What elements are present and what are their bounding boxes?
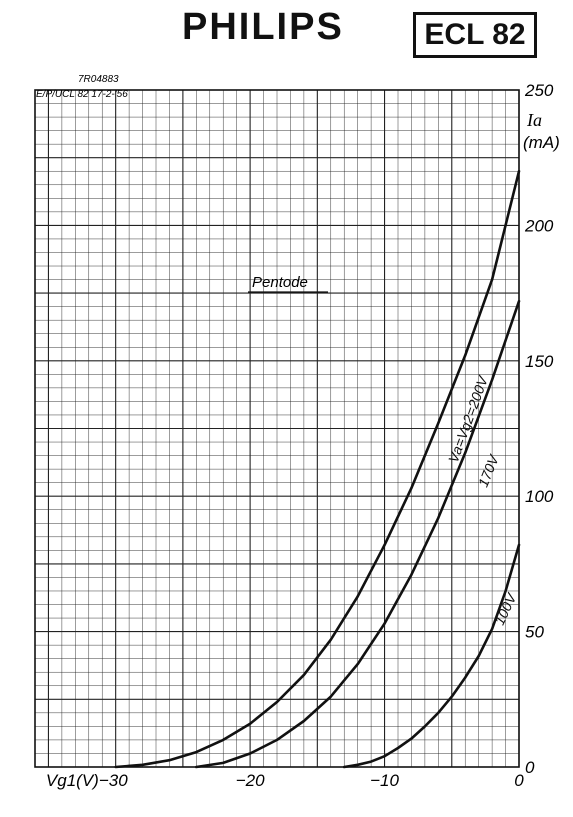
plot-frame bbox=[34, 89, 520, 768]
y-tick-label: 200 bbox=[524, 216, 554, 235]
x-tick-label: Vg1(V)−30 bbox=[46, 771, 128, 790]
x-tick-label: −20 bbox=[236, 771, 265, 790]
brand-logo: PHILIPS bbox=[182, 6, 344, 48]
y-axis-label: Ia bbox=[526, 110, 542, 130]
y-tick-label: 50 bbox=[525, 623, 544, 642]
y-tick-label: 250 bbox=[524, 81, 554, 100]
chart-title: Pentode bbox=[252, 274, 308, 291]
x-tick-label: −10 bbox=[370, 771, 399, 790]
drawing-ref-number: 7R04883 bbox=[78, 74, 119, 85]
curves bbox=[114, 169, 521, 769]
y-tick-label: 0 bbox=[525, 758, 535, 777]
chart-grid bbox=[34, 89, 520, 768]
tube-type-box: ECL 82 bbox=[413, 12, 537, 58]
x-tick-label: 0 bbox=[514, 771, 524, 790]
series-label: 100V bbox=[491, 590, 520, 628]
y-tick-label: 150 bbox=[525, 352, 554, 371]
y-axis-unit: (mA) bbox=[523, 133, 560, 152]
tube-type-label: ECL 82 bbox=[424, 18, 526, 51]
curve-series bbox=[195, 299, 521, 769]
curve-series bbox=[114, 169, 521, 769]
drawing-ref-code: E/P/UCL 82 17-2-'56 bbox=[36, 89, 128, 100]
y-tick-label: 100 bbox=[525, 487, 554, 506]
plot-border bbox=[34, 89, 520, 768]
curve-series bbox=[342, 543, 521, 769]
